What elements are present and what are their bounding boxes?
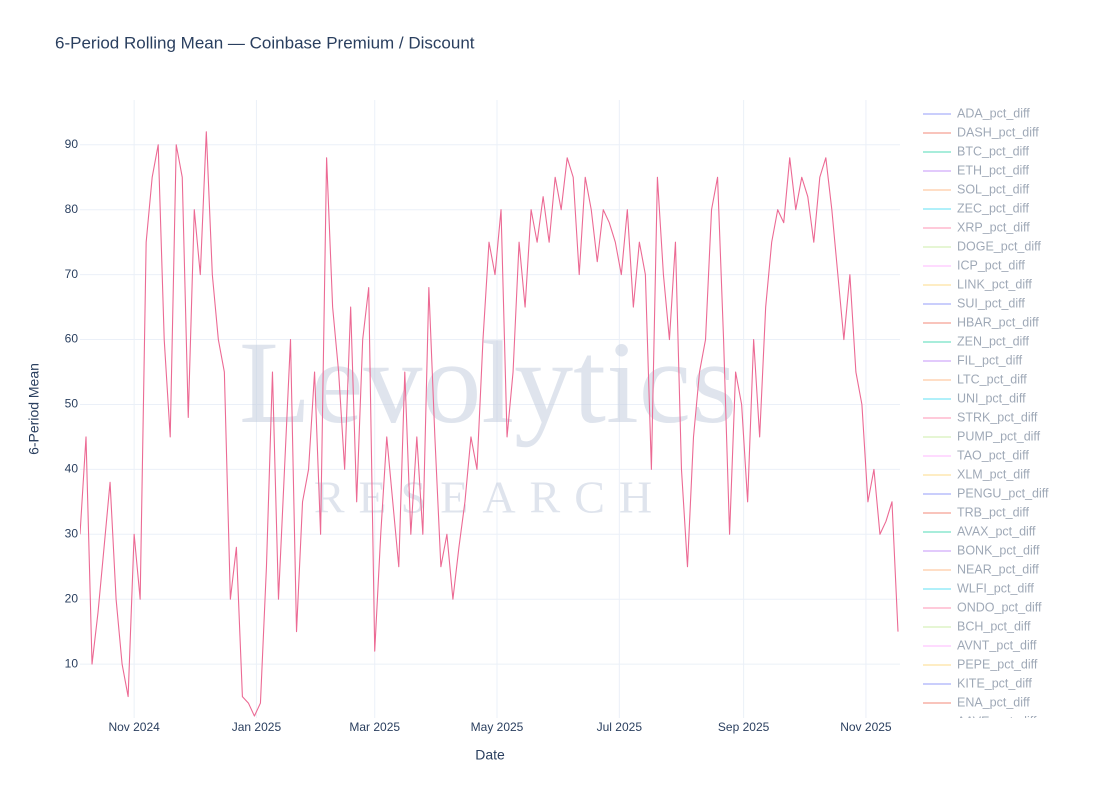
y-tick-label: 50 [65,397,79,411]
data-line [80,131,899,717]
legend-label: NEAR_pct_diff [957,562,1039,576]
legend-label: BCH_pct_diff [957,619,1031,633]
legend-item[interactable]: XLM_pct_diff [923,467,1030,481]
y-tick-label: 90 [65,137,79,151]
legend-label: KITE_pct_diff [957,676,1032,690]
legend-label: SUI_pct_diff [957,296,1025,310]
legend-label: UNI_pct_diff [957,391,1026,405]
legend-label: PENGU_pct_diff [957,486,1049,500]
legend-item[interactable]: SUI_pct_diff [923,296,1025,310]
legend-item[interactable]: FIL_pct_diff [923,353,1023,367]
legend-label: AVAX_pct_diff [957,524,1036,538]
legend-label: LTC_pct_diff [957,372,1027,386]
grid [80,100,900,718]
legend-item[interactable]: PUMP_pct_diff [923,429,1041,443]
legend: ADA_pct_diff DASH_pct_diff BTC_pct_diff ETH… [923,106,1049,728]
chart-title: 6-Period Rolling Mean — Coinbase Premium… [55,33,475,52]
legend-label: WLFI_pct_diff [957,581,1034,595]
legend-label: LINK_pct_diff [957,277,1032,291]
y-axis-title: 6-Period Mean [26,363,42,455]
legend-label: XLM_pct_diff [957,467,1030,481]
legend-item[interactable]: UNI_pct_diff [923,391,1026,405]
legend-item[interactable]: STRK_pct_diff [923,410,1038,424]
x-tick-label: Jul 2025 [597,720,643,734]
legend-item[interactable]: ICP_pct_diff [923,258,1025,272]
legend-item[interactable]: BTC_pct_diff [923,144,1030,158]
watermark: Levolytics RESEARCH [239,317,737,522]
legend-label: DOGE_pct_diff [957,239,1041,253]
legend-item[interactable]: ETH_pct_diff [923,163,1030,177]
y-tick-label: 30 [65,526,79,540]
legend-item[interactable]: BONK_pct_diff [923,543,1040,557]
legend-item[interactable]: LTC_pct_diff [923,372,1027,386]
legend-label: ENA_pct_diff [957,695,1030,709]
legend-label: STRK_pct_diff [957,410,1038,424]
legend-label: AAVE_pct_diff [957,714,1037,728]
legend-item[interactable]: SOL_pct_diff [923,182,1030,196]
y-tick-label: 40 [65,462,79,476]
legend-label: ONDO_pct_diff [957,600,1042,614]
legend-label: FIL_pct_diff [957,353,1023,367]
legend-label: ICP_pct_diff [957,258,1025,272]
legend-item[interactable]: TAO_pct_diff [923,448,1029,462]
axes: 10 20 30 40 50 60 70 80 90 Nov 2024 Jan 2025 Mar 20… [65,137,892,734]
legend-label: AVNT_pct_diff [957,638,1037,652]
legend-item[interactable]: AVAX_pct_diff [923,524,1036,538]
legend-label: PUMP_pct_diff [957,429,1041,443]
legend-item[interactable]: BCH_pct_diff [923,619,1031,633]
x-tick-label: Mar 2025 [349,720,400,734]
legend-label: ETH_pct_diff [957,163,1030,177]
legend-item[interactable]: NEAR_pct_diff [923,562,1039,576]
y-tick-label: 70 [65,267,79,281]
y-tick-label: 60 [65,332,79,346]
legend-label: DASH_pct_diff [957,125,1039,139]
legend-item[interactable]: WLFI_pct_diff [923,581,1034,595]
legend-item[interactable]: ENA_pct_diff [923,695,1030,709]
legend-item[interactable]: PENGU_pct_diff [923,486,1049,500]
legend-item[interactable]: KITE_pct_diff [923,676,1032,690]
legend-label: TRB_pct_diff [957,505,1030,519]
legend-label: BTC_pct_diff [957,144,1030,158]
legend-item[interactable]: AAVE_pct_diff [923,714,1037,728]
legend-item[interactable]: HBAR_pct_diff [923,315,1039,329]
legend-item[interactable]: DASH_pct_diff [923,125,1039,139]
legend-item[interactable]: ADA_pct_diff [923,106,1030,120]
x-tick-label: Sep 2025 [718,720,770,734]
x-tick-label: May 2025 [471,720,524,734]
x-axis-title: Date [475,747,505,763]
legend-item[interactable]: ZEN_pct_diff [923,334,1030,348]
x-tick-label: Nov 2024 [108,720,160,734]
legend-item[interactable]: ZEC_pct_diff [923,201,1030,215]
x-tick-label: Jan 2025 [232,720,282,734]
legend-label: ADA_pct_diff [957,106,1030,120]
legend-label: ZEN_pct_diff [957,334,1030,348]
legend-label: XRP_pct_diff [957,220,1030,234]
legend-label: TAO_pct_diff [957,448,1029,462]
legend-item[interactable]: DOGE_pct_diff [923,239,1041,253]
y-tick-label: 80 [65,202,79,216]
watermark-sub: RESEARCH [314,472,666,523]
plot-area [80,131,899,717]
legend-item[interactable]: LINK_pct_diff [923,277,1032,291]
legend-item[interactable]: TRB_pct_diff [923,505,1030,519]
legend-label: BONK_pct_diff [957,543,1040,557]
legend-label: HBAR_pct_diff [957,315,1039,329]
legend-label: ZEC_pct_diff [957,201,1030,215]
legend-item[interactable]: XRP_pct_diff [923,220,1030,234]
legend-label: PEPE_pct_diff [957,657,1038,671]
legend-item[interactable]: PEPE_pct_diff [923,657,1038,671]
x-tick-label: Nov 2025 [840,720,892,734]
y-tick-label: 20 [65,591,79,605]
legend-item[interactable]: ONDO_pct_diff [923,600,1042,614]
legend-item[interactable]: AVNT_pct_diff [923,638,1037,652]
legend-label: SOL_pct_diff [957,182,1030,196]
y-tick-label: 10 [65,656,79,670]
